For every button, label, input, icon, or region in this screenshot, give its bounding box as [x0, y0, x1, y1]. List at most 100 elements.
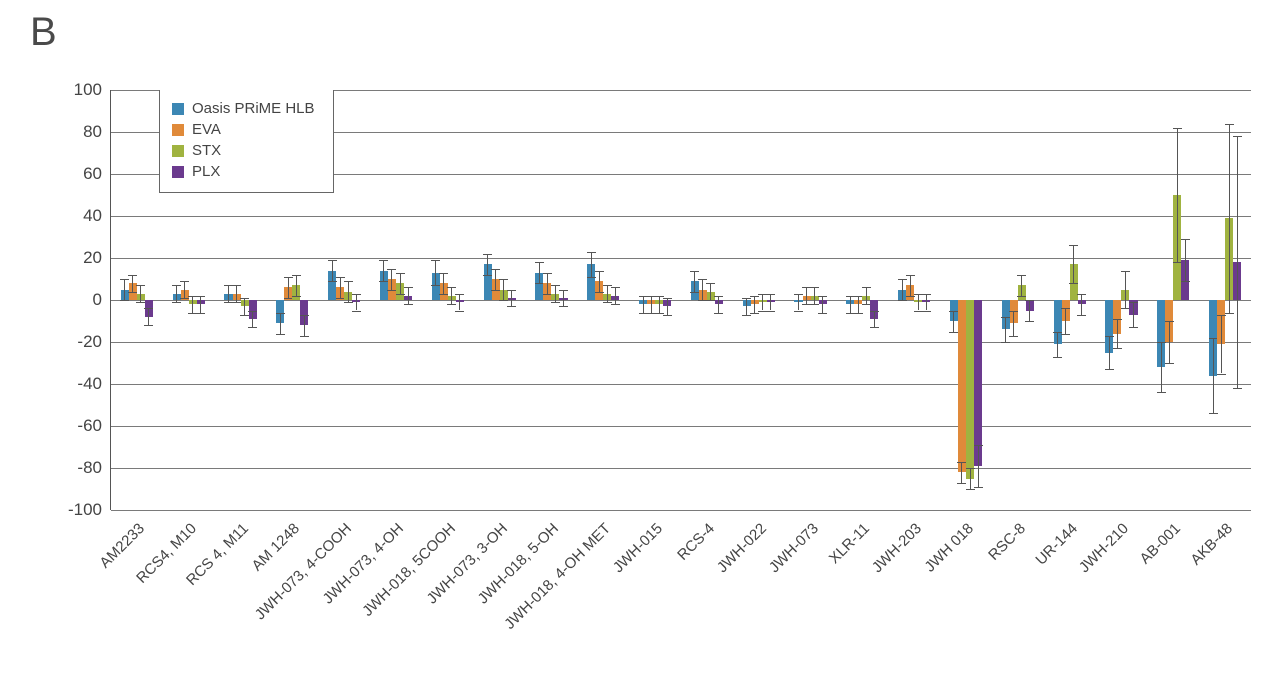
- error-bar: [400, 273, 401, 294]
- error-bar: [659, 296, 660, 313]
- error-cap: [240, 298, 249, 299]
- error-cap: [1113, 348, 1122, 349]
- error-cap: [966, 468, 975, 469]
- error-cap: [328, 281, 337, 282]
- error-cap: [447, 304, 456, 305]
- error-bar: [1213, 338, 1214, 414]
- error-cap: [1105, 336, 1114, 337]
- y-tick-label: 100: [60, 80, 102, 100]
- error-cap: [1069, 283, 1078, 284]
- y-tick-label: -20: [60, 332, 102, 352]
- error-bar: [694, 271, 695, 292]
- error-bar: [140, 285, 141, 302]
- error-cap: [292, 275, 301, 276]
- error-cap: [714, 313, 723, 314]
- error-bar: [651, 296, 652, 313]
- error-cap: [1069, 245, 1078, 246]
- error-cap: [336, 277, 345, 278]
- error-cap: [1017, 296, 1026, 297]
- error-bar: [961, 462, 962, 483]
- error-bar: [607, 285, 608, 302]
- error-cap: [1001, 342, 1010, 343]
- error-bar: [184, 281, 185, 298]
- error-cap: [396, 273, 405, 274]
- error-cap: [1225, 313, 1234, 314]
- error-bar: [850, 296, 851, 313]
- error-bar: [970, 468, 971, 489]
- error-bar: [348, 281, 349, 302]
- error-cap: [794, 311, 803, 312]
- error-cap: [1157, 392, 1166, 393]
- error-bar: [1109, 336, 1110, 370]
- error-cap: [172, 285, 181, 286]
- error-bar: [451, 287, 452, 304]
- error-cap: [507, 306, 516, 307]
- error-bar: [1005, 317, 1006, 342]
- error-cap: [1077, 315, 1086, 316]
- error-cap: [794, 294, 803, 295]
- error-bar: [762, 294, 763, 311]
- error-cap: [128, 292, 137, 293]
- error-cap: [559, 290, 568, 291]
- error-bar: [1185, 239, 1186, 281]
- error-cap: [120, 279, 129, 280]
- legend-label: PLX: [192, 163, 220, 180]
- error-cap: [144, 308, 153, 309]
- error-cap: [1009, 311, 1018, 312]
- error-cap: [128, 275, 137, 276]
- legend-item: PLX: [172, 161, 315, 182]
- error-bar: [228, 285, 229, 302]
- error-bar: [615, 287, 616, 304]
- error-bar: [1169, 321, 1170, 363]
- error-bar: [806, 287, 807, 304]
- bar-chart: Oasis PRiME HLBEVASTXPLX -100-80-60-40-2…: [60, 90, 1250, 510]
- error-cap: [898, 279, 907, 280]
- error-bar: [918, 294, 919, 311]
- error-cap: [499, 279, 508, 280]
- error-cap: [974, 487, 983, 488]
- legend-swatch: [172, 145, 184, 157]
- error-cap: [810, 287, 819, 288]
- error-bar: [718, 296, 719, 313]
- error-cap: [1165, 363, 1174, 364]
- error-cap: [352, 294, 361, 295]
- error-cap: [1225, 124, 1234, 125]
- error-cap: [483, 275, 492, 276]
- error-bar: [746, 298, 747, 315]
- error-cap: [870, 311, 879, 312]
- error-cap: [499, 300, 508, 301]
- error-bar: [874, 311, 875, 328]
- error-cap: [455, 311, 464, 312]
- error-bar: [702, 279, 703, 300]
- error-cap: [898, 300, 907, 301]
- legend-swatch: [172, 103, 184, 115]
- legend-item: STX: [172, 140, 315, 161]
- error-cap: [396, 294, 405, 295]
- legend-swatch: [172, 124, 184, 136]
- error-cap: [966, 489, 975, 490]
- error-cap: [1217, 315, 1226, 316]
- error-cap: [1121, 271, 1130, 272]
- error-bar: [1073, 245, 1074, 283]
- error-bar: [280, 313, 281, 334]
- error-cap: [957, 483, 966, 484]
- error-cap: [172, 302, 181, 303]
- error-cap: [595, 271, 604, 272]
- error-bar: [236, 285, 237, 302]
- error-bar: [1133, 302, 1134, 327]
- error-cap: [595, 292, 604, 293]
- error-cap: [1181, 239, 1190, 240]
- error-bar: [667, 298, 668, 315]
- legend-item: EVA: [172, 119, 315, 140]
- error-cap: [766, 311, 775, 312]
- error-cap: [328, 260, 337, 261]
- error-cap: [655, 296, 664, 297]
- error-bar: [132, 275, 133, 292]
- error-cap: [906, 296, 915, 297]
- error-cap: [1061, 308, 1070, 309]
- error-bar: [124, 279, 125, 300]
- error-cap: [906, 275, 915, 276]
- error-cap: [1165, 321, 1174, 322]
- error-bar: [1029, 300, 1030, 321]
- error-bar: [814, 287, 815, 304]
